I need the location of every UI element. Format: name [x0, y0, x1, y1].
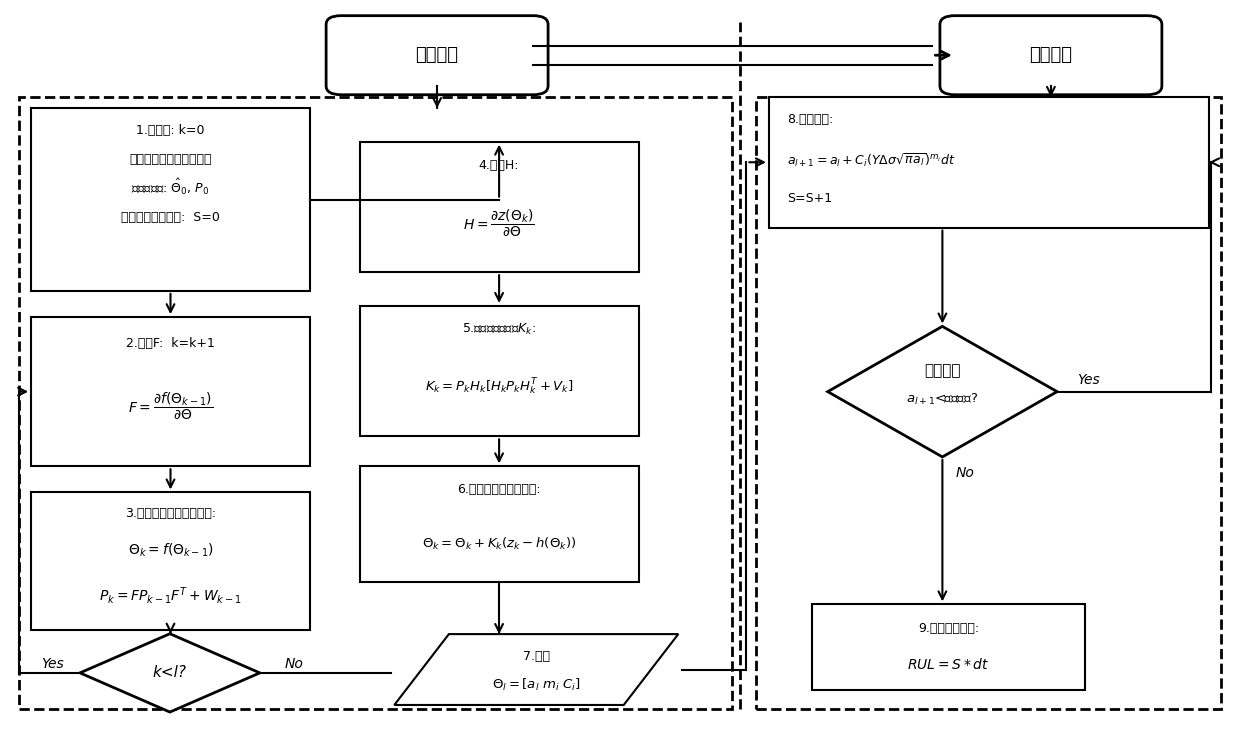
Text: 9.剩余寿命计算:: 9.剩余寿命计算: — [918, 621, 980, 635]
Text: $a_{l+1}=a_l+C_i(Y\Delta\sigma\sqrt{\pi a_l})^{m_i}dt$: $a_{l+1}=a_l+C_i(Y\Delta\sigma\sqrt{\pi … — [787, 151, 956, 169]
Text: $a_{l+1}$<断裂阀值?: $a_{l+1}$<断裂阀值? — [906, 392, 978, 407]
FancyBboxPatch shape — [326, 16, 548, 95]
Text: Yes: Yes — [1076, 374, 1100, 387]
Text: $F=\dfrac{\partial f(\Theta_{k-1})}{\partial \Theta}$: $F=\dfrac{\partial f(\Theta_{k-1})}{\par… — [128, 391, 213, 422]
Text: 6.更新状态参数和方差:: 6.更新状态参数和方差: — [458, 483, 541, 496]
Text: S=S+1: S=S+1 — [787, 192, 832, 205]
Text: 8.裂纹扩展:: 8.裂纹扩展: — [787, 113, 833, 125]
Text: 寿命预测: 寿命预测 — [1029, 46, 1073, 64]
Text: $\Theta_k=\Theta_k+K_k(z_k-h(\Theta_k))$: $\Theta_k=\Theta_k+K_k(z_k-h(\Theta_k))$ — [422, 536, 577, 552]
Polygon shape — [394, 634, 678, 705]
Text: $RUL=S*dt$: $RUL=S*dt$ — [908, 656, 990, 672]
Text: $H=\dfrac{\partial z(\Theta_k)}{\partial \Theta}$: $H=\dfrac{\partial z(\Theta_k)}{\partial… — [464, 207, 534, 239]
Text: $\Theta_k=f(\Theta_{k-1})$: $\Theta_k=f(\Theta_{k-1})$ — [128, 542, 213, 559]
Text: 3.状态参数和方差的推理:: 3.状态参数和方差的推理: — [125, 507, 216, 519]
Text: Yes: Yes — [41, 657, 64, 671]
FancyBboxPatch shape — [360, 142, 639, 272]
FancyBboxPatch shape — [31, 108, 310, 291]
Text: k<l?: k<l? — [153, 665, 187, 680]
Text: No: No — [955, 466, 975, 480]
Text: 参数评估: 参数评估 — [415, 46, 459, 64]
Text: $\Theta_l=[a_l\ m_i\ C_i]$: $\Theta_l=[a_l\ m_i\ C_i]$ — [492, 677, 580, 693]
Text: 5.计算卡尔曼增益$K_k$:: 5.计算卡尔曼增益$K_k$: — [463, 322, 536, 337]
Text: 1.初始化: k=0: 1.初始化: k=0 — [136, 124, 205, 137]
FancyBboxPatch shape — [31, 317, 310, 466]
Text: 估计及方差: $\hat{\Theta}_0$, $P_0$: 估计及方差: $\hat{\Theta}_0$, $P_0$ — [131, 177, 210, 197]
Text: 失效判断: 失效判断 — [924, 363, 961, 378]
FancyBboxPatch shape — [360, 306, 639, 436]
Text: $K_k=P_kH_k[H_kP_kH_k^T+V_k]$: $K_k=P_kH_k[H_kP_kH_k^T+V_k]$ — [425, 377, 573, 397]
Text: 7.输出: 7.输出 — [523, 651, 549, 663]
Text: No: No — [285, 657, 304, 671]
FancyBboxPatch shape — [812, 604, 1085, 690]
Text: $P_k=FP_{k-1}F^T+W_{k-1}$: $P_k=FP_{k-1}F^T+W_{k-1}$ — [99, 586, 242, 606]
Text: 2.计算F:  k=k+1: 2.计算F: k=k+1 — [126, 337, 215, 351]
FancyBboxPatch shape — [940, 16, 1162, 95]
FancyBboxPatch shape — [769, 97, 1209, 228]
Polygon shape — [81, 634, 260, 712]
Text: 给定结构状态参数的初始: 给定结构状态参数的初始 — [129, 153, 212, 166]
Polygon shape — [828, 327, 1058, 457]
Text: 剩余寿命记录指标:  S=0: 剩余寿命记录指标: S=0 — [122, 211, 219, 225]
FancyBboxPatch shape — [31, 492, 310, 630]
FancyBboxPatch shape — [360, 466, 639, 582]
Text: 4.计算H:: 4.计算H: — [479, 159, 520, 172]
